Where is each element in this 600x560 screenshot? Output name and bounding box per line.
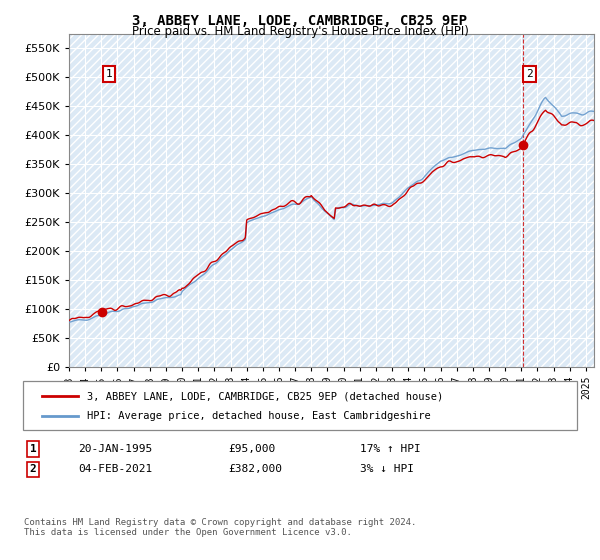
Text: Price paid vs. HM Land Registry's House Price Index (HPI): Price paid vs. HM Land Registry's House …: [131, 25, 469, 38]
Text: 1: 1: [29, 444, 37, 454]
Text: 04-FEB-2021: 04-FEB-2021: [78, 464, 152, 474]
Text: 1: 1: [106, 69, 112, 79]
Text: 2: 2: [526, 69, 533, 79]
Text: 20-JAN-1995: 20-JAN-1995: [78, 444, 152, 454]
Text: 2: 2: [29, 464, 37, 474]
Text: HPI: Average price, detached house, East Cambridgeshire: HPI: Average price, detached house, East…: [87, 410, 431, 421]
Text: 3% ↓ HPI: 3% ↓ HPI: [360, 464, 414, 474]
Text: 17% ↑ HPI: 17% ↑ HPI: [360, 444, 421, 454]
Text: £382,000: £382,000: [228, 464, 282, 474]
Text: 3, ABBEY LANE, LODE, CAMBRIDGE, CB25 9EP (detached house): 3, ABBEY LANE, LODE, CAMBRIDGE, CB25 9EP…: [87, 391, 443, 402]
Text: £95,000: £95,000: [228, 444, 275, 454]
Text: 3, ABBEY LANE, LODE, CAMBRIDGE, CB25 9EP: 3, ABBEY LANE, LODE, CAMBRIDGE, CB25 9EP: [133, 14, 467, 28]
Text: Contains HM Land Registry data © Crown copyright and database right 2024.
This d: Contains HM Land Registry data © Crown c…: [24, 518, 416, 538]
